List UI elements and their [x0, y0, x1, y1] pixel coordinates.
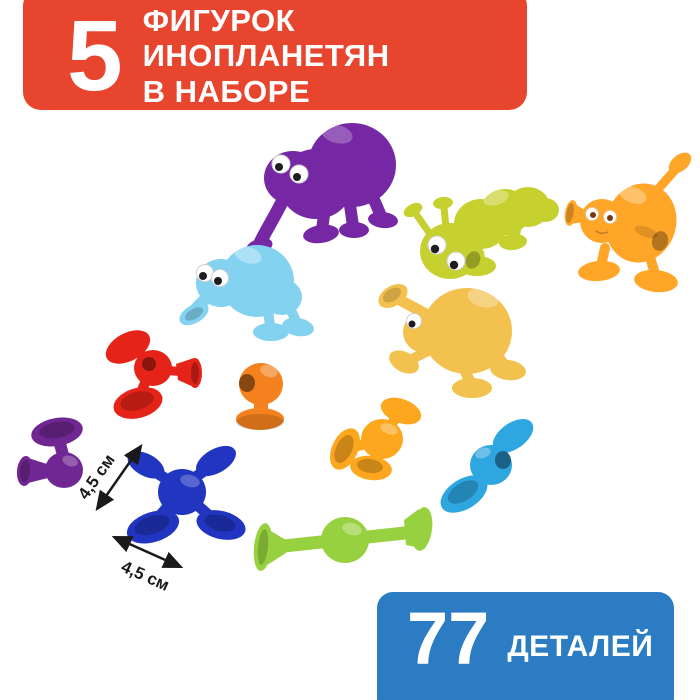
bottom-banner: 77 ДЕТАЛЕЙ	[377, 592, 674, 700]
top-banner-line2: В НАБОРЕ	[142, 73, 311, 109]
orange-alien-figure	[564, 152, 692, 293]
set-count: 5	[67, 0, 123, 112]
amber-suction-piece	[329, 397, 422, 481]
green-suction-stick	[253, 507, 433, 571]
orange-suction-piece	[236, 363, 284, 430]
top-banner: 5 ФИГУРОК ИНОПЛАНЕТЯН В НАБОРЕ	[23, 0, 527, 110]
dimension-label-2: 4,5 см	[118, 557, 172, 595]
red-suction-piece	[105, 330, 202, 419]
blue-alien-figure	[179, 245, 314, 341]
lime-alien-figure	[403, 187, 559, 279]
tan-alien-figure	[378, 284, 526, 398]
purple-alien-figure	[245, 123, 398, 256]
cyan-suction-piece	[440, 419, 534, 513]
dimension-arrow-2: 4,5 см	[111, 535, 184, 595]
navy-suction-piece	[126, 445, 246, 544]
parts-label: ДЕТАЛЕЙ	[507, 630, 654, 663]
parts-count: 77	[407, 597, 490, 680]
top-banner-line1: ФИГУРОК ИНОПЛАНЕТЯН	[142, 3, 390, 74]
purple-suction-piece	[16, 417, 83, 488]
